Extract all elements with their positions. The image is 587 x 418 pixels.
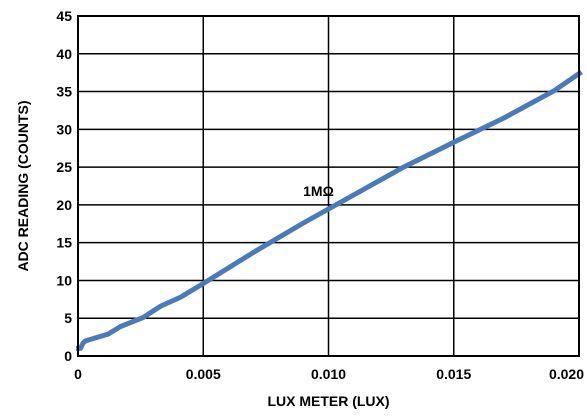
series-layer [76,69,583,351]
y-tick-label: 40 [56,46,72,62]
x-tick-label: 0 [74,366,82,382]
y-tick-label: 25 [56,159,72,175]
y-tick-label: 5 [64,310,72,326]
x-tick-label: 0.005 [186,366,221,382]
x-tick-labels: 0 0.005 0.010 0.015 0.020 [74,366,584,382]
y-tick-labels: 0 5 10 15 20 25 30 35 40 45 [56,8,72,364]
y-tick-label: 10 [56,272,72,288]
x-tick-label: 0.010 [311,366,346,382]
y-tick-label: 30 [56,121,72,137]
y-tick-label: 35 [56,84,72,100]
series-line [76,69,583,351]
y-tick-label: 15 [56,235,72,251]
y-tick-label: 45 [56,8,72,24]
plot-frame [77,15,580,357]
y-tick-label: 20 [56,197,72,213]
annotations: 1MΩ [303,183,334,199]
series-annotation: 1MΩ [303,183,334,199]
x-tick-label: 0.015 [436,366,471,382]
x-axis-label: LUX METER (LUX) [267,393,389,409]
y-axis-label: ADC READING (COUNTS) [15,100,31,271]
x-tick-label: 0.020 [549,366,584,382]
y-tick-label: 0 [64,348,72,364]
